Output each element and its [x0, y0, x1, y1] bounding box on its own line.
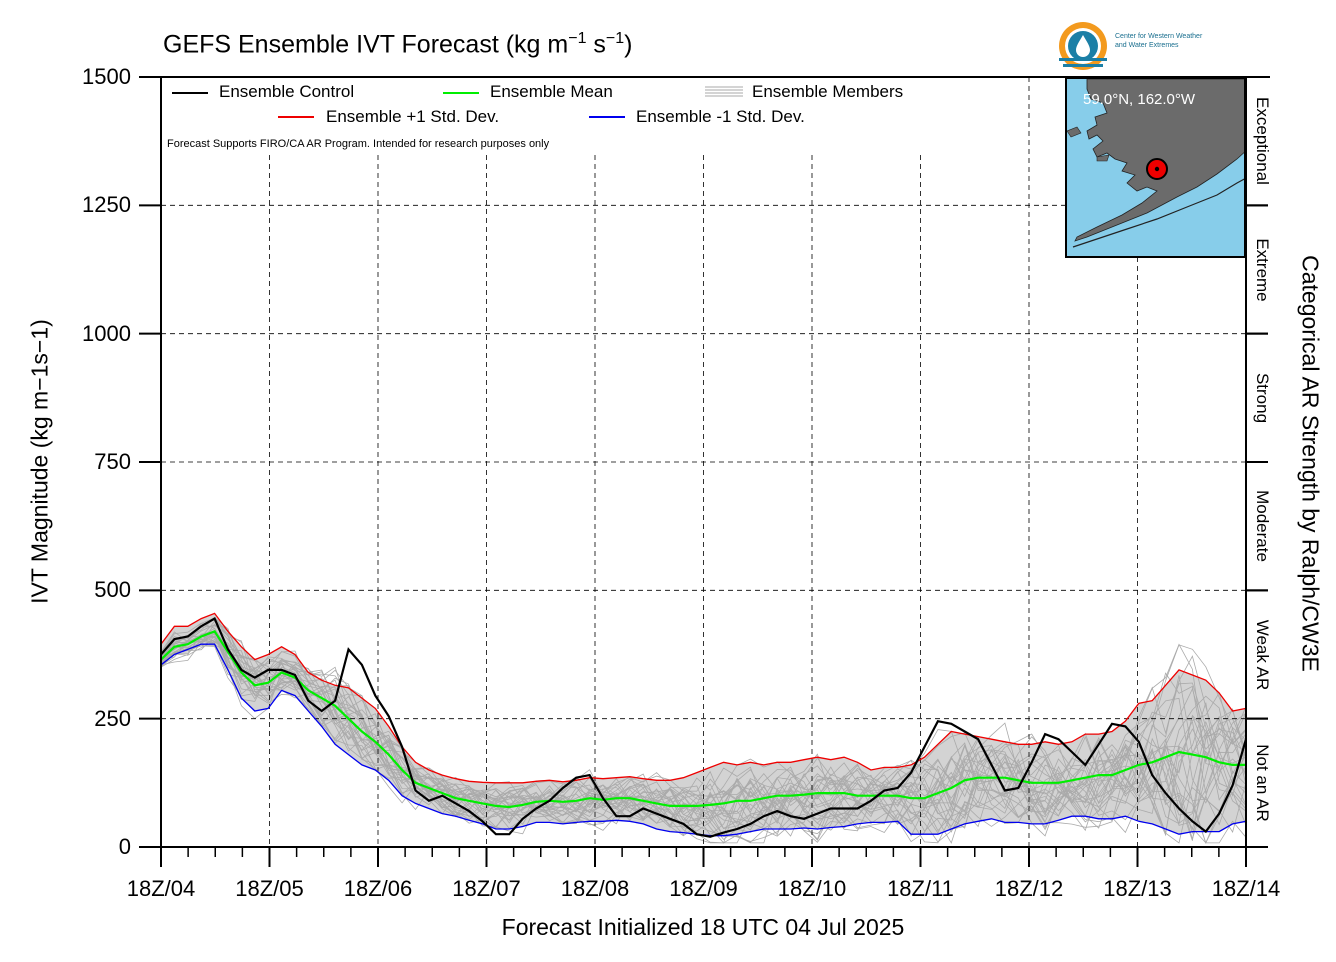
- location-inset-map: 59.0°N, 162.0°W: [1065, 77, 1246, 258]
- x-tick-label: 18Z/13: [1103, 876, 1172, 901]
- legend-control-swatch: [172, 92, 208, 94]
- legend-plus1: Ensemble +1 Std. Dev.: [326, 107, 500, 126]
- ensemble-member-line: [160, 635, 1247, 835]
- legend-control: Ensemble Control: [219, 82, 355, 101]
- x-tick-label: 18Z/06: [343, 876, 413, 901]
- ar-category-label: Strong: [1253, 372, 1272, 423]
- x-tick-label: 18Z/11: [887, 876, 954, 901]
- legend-plus1-swatch: [278, 116, 314, 118]
- alaska-map: [1067, 79, 1244, 248]
- ar-category-label: Exceptional: [1253, 97, 1272, 186]
- ensemble-members-layer: [160, 617, 1247, 845]
- series-ensemble-control: [160, 617, 1248, 838]
- ensemble-member-line: [160, 632, 1247, 825]
- ar-category-label: Weak AR: [1253, 619, 1272, 690]
- series-layer: [160, 612, 1248, 838]
- y-tick-label: 0: [118, 834, 131, 859]
- y-tick-label: 250: [94, 705, 131, 731]
- x-tick-label: 18Z/09: [669, 876, 738, 901]
- right-axis-label: Categorical AR Strength by Ralph/CW3E: [1297, 255, 1324, 672]
- legend-members-swatch: [705, 86, 743, 97]
- ar-category-label: Extreme: [1253, 237, 1272, 302]
- legend-minus1-swatch: [589, 116, 625, 118]
- x-axis-label: Forecast Initialized 18 UTC 04 Jul 2025: [501, 914, 905, 940]
- x-tick-label: 18Z/14: [1211, 876, 1281, 901]
- legend-mean: Ensemble Mean: [490, 82, 613, 101]
- x-tick-label: 18Z/08: [560, 876, 630, 901]
- y-tick-label: 500: [94, 577, 131, 603]
- ar-category-label: Not an AR: [1253, 744, 1272, 822]
- axis-layer: [139, 76, 1270, 867]
- y-axis-label: IVT Magnitude (kg m−1s−1): [26, 319, 53, 604]
- chart-title: GEFS Ensemble IVT Forecast (kg m−1 s−1): [163, 30, 633, 59]
- y-tick-label: 1000: [82, 320, 131, 346]
- x-tick-label: 18Z/04: [126, 876, 196, 901]
- x-tick-label: 18Z/12: [994, 876, 1064, 901]
- logo-line1: Center for Western Weather: [1115, 33, 1203, 40]
- y-tick-label: 1250: [82, 192, 131, 218]
- x-tick-label: 18Z/10: [777, 876, 847, 901]
- ensemble-member-line: [160, 640, 1247, 844]
- x-tick-label: 18Z/05: [235, 876, 304, 901]
- water-drop-icon: [1059, 22, 1107, 70]
- legend-members: Ensemble Members: [752, 82, 904, 101]
- y-tick-label: 750: [94, 449, 131, 474]
- legend-mean-swatch: [443, 92, 479, 94]
- series-ensemble-1-std-dev-: [160, 612, 1247, 784]
- legend-minus1: Ensemble -1 Std. Dev.: [636, 107, 805, 126]
- disclaimer-note: Forecast Supports FIRO/CA AR Program. In…: [167, 138, 550, 150]
- ar-category-label: Moderate: [1253, 490, 1272, 563]
- cw3e-logo: Center for Western Weather and Water Extr…: [1057, 18, 1237, 74]
- logo-line2: and Water Extremes: [1115, 42, 1179, 49]
- y-tick-label: 1500: [82, 64, 131, 89]
- series-ensemble-mean: [160, 630, 1246, 809]
- x-tick-label: 18Z/07: [452, 876, 521, 901]
- inset-coordinates: 59.0°N, 162.0°W: [1083, 91, 1196, 108]
